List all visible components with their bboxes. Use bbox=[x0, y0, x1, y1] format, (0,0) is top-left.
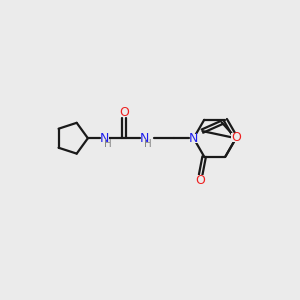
Text: N: N bbox=[189, 132, 198, 145]
Text: H: H bbox=[144, 139, 152, 149]
Text: O: O bbox=[196, 174, 206, 187]
Bar bbox=[231, 133, 241, 142]
Bar bbox=[196, 176, 206, 185]
Text: H: H bbox=[104, 139, 112, 149]
Bar bbox=[119, 108, 129, 117]
Bar bbox=[140, 134, 149, 143]
Text: N: N bbox=[140, 132, 149, 145]
Text: N: N bbox=[99, 132, 109, 145]
Bar bbox=[99, 134, 109, 143]
Text: O: O bbox=[231, 131, 241, 144]
Text: O: O bbox=[119, 106, 129, 119]
Bar bbox=[189, 134, 198, 143]
